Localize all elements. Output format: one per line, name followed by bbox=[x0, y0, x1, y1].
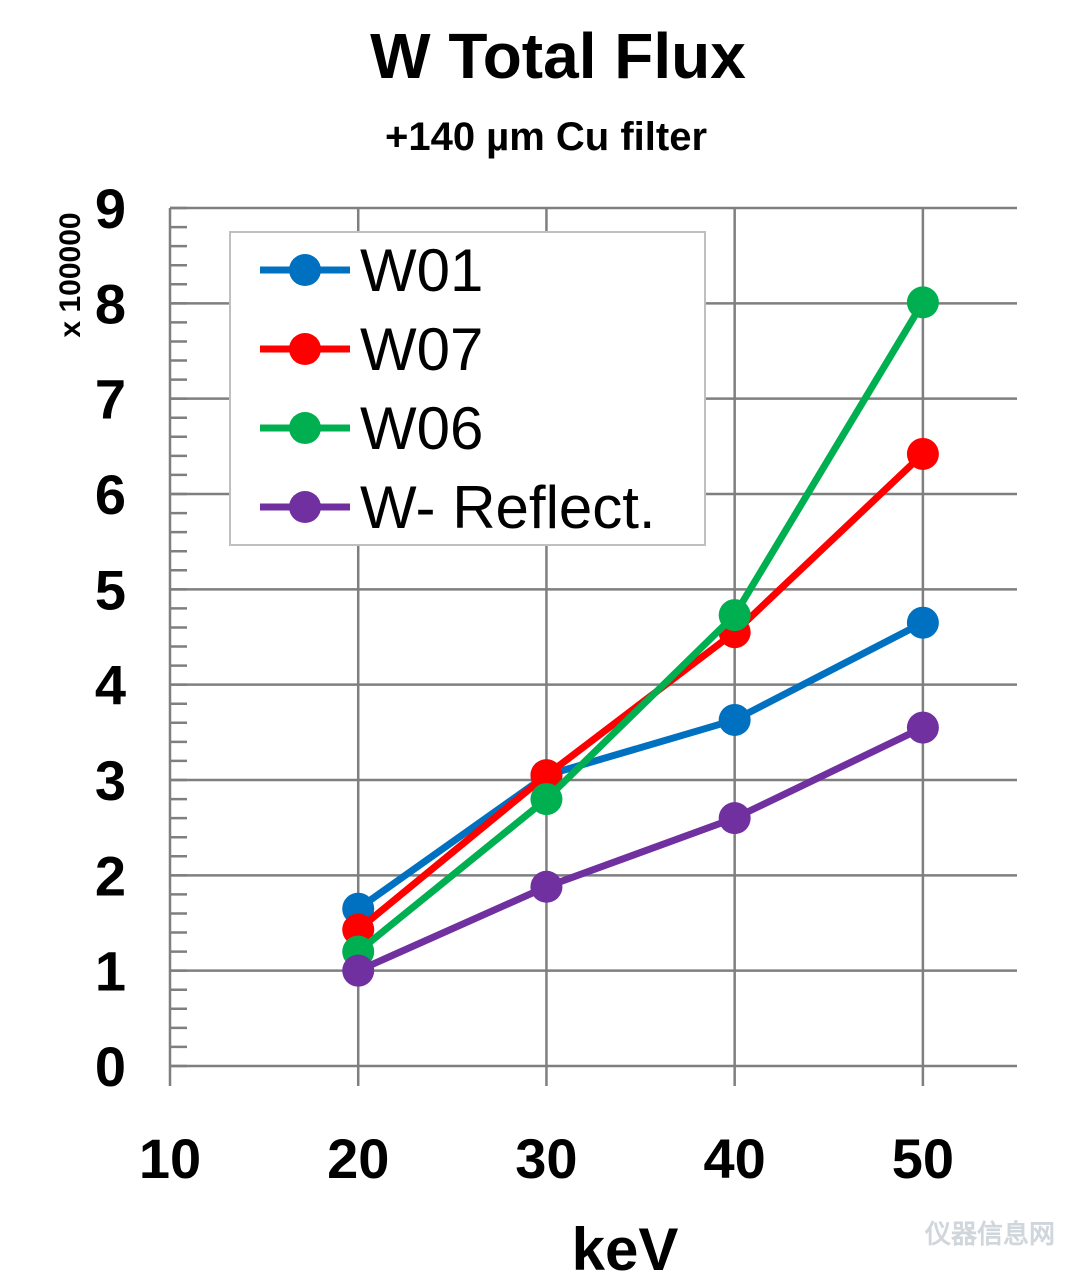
x-tick-label: 10 bbox=[139, 1127, 201, 1190]
data-point bbox=[718, 599, 751, 632]
chart-subtitle: +140 µm Cu filter bbox=[385, 115, 707, 159]
watermark: 仪器信息网 bbox=[924, 1219, 1055, 1249]
legend-label: W07 bbox=[360, 316, 483, 383]
x-tick-labels: 10 20 30 40 50 bbox=[139, 1127, 954, 1190]
legend-entry: W01 bbox=[260, 237, 483, 304]
data-point bbox=[906, 437, 939, 470]
x-tick-label: 40 bbox=[704, 1127, 766, 1190]
y-tick-label: 9 bbox=[95, 177, 126, 240]
data-point bbox=[530, 870, 563, 903]
data-point bbox=[906, 711, 939, 744]
x-tick-label: 50 bbox=[892, 1127, 954, 1190]
legend-marker bbox=[289, 254, 321, 286]
y-tick-labels: 0 1 2 3 4 5 6 7 8 9 bbox=[95, 177, 126, 1098]
series-line bbox=[356, 300, 926, 955]
data-point bbox=[342, 913, 375, 946]
data-point bbox=[906, 286, 939, 319]
data-point bbox=[718, 703, 751, 736]
legend-label: W06 bbox=[360, 395, 483, 462]
axes bbox=[168, 208, 1017, 1086]
y-tick-label: 5 bbox=[95, 558, 126, 621]
legend-entry: W07 bbox=[260, 316, 483, 383]
y-tick-label: 2 bbox=[95, 844, 126, 907]
y-multiplier-label: x 100000 bbox=[54, 212, 87, 337]
series-line bbox=[356, 619, 925, 912]
x-tick-label: 20 bbox=[327, 1127, 389, 1190]
y-tick-label: 3 bbox=[95, 749, 126, 812]
legend-entry: W- Reflect. bbox=[260, 474, 656, 541]
series-3 bbox=[342, 286, 939, 968]
data-point bbox=[342, 954, 375, 987]
legend-label: W- Reflect. bbox=[360, 474, 656, 541]
data-point bbox=[530, 759, 563, 792]
legend-marker bbox=[289, 491, 321, 523]
legend-marker bbox=[289, 333, 321, 365]
y-tick-label: 0 bbox=[95, 1035, 126, 1098]
series-layer bbox=[342, 286, 939, 987]
legend-marker bbox=[289, 412, 321, 444]
data-point bbox=[906, 606, 939, 639]
y-minor-ticks bbox=[170, 206, 187, 1068]
y-tick-label: 4 bbox=[95, 654, 126, 717]
series-4 bbox=[342, 711, 939, 987]
y-tick-label: 6 bbox=[95, 463, 126, 526]
x-tick-label: 30 bbox=[515, 1127, 577, 1190]
legend: W01 W07 W06 W- Reflect. bbox=[229, 231, 706, 546]
legend-entry: W06 bbox=[260, 395, 483, 462]
chart-title: W Total Flux bbox=[370, 20, 746, 92]
y-tick-label: 7 bbox=[95, 368, 126, 431]
data-point bbox=[530, 783, 563, 816]
data-point bbox=[718, 802, 751, 835]
y-tick-label: 8 bbox=[95, 272, 126, 335]
y-tick-label: 1 bbox=[95, 940, 126, 1003]
x-axis-label: keV bbox=[572, 1216, 679, 1280]
legend-label: W01 bbox=[360, 237, 483, 304]
series-line bbox=[356, 724, 925, 974]
